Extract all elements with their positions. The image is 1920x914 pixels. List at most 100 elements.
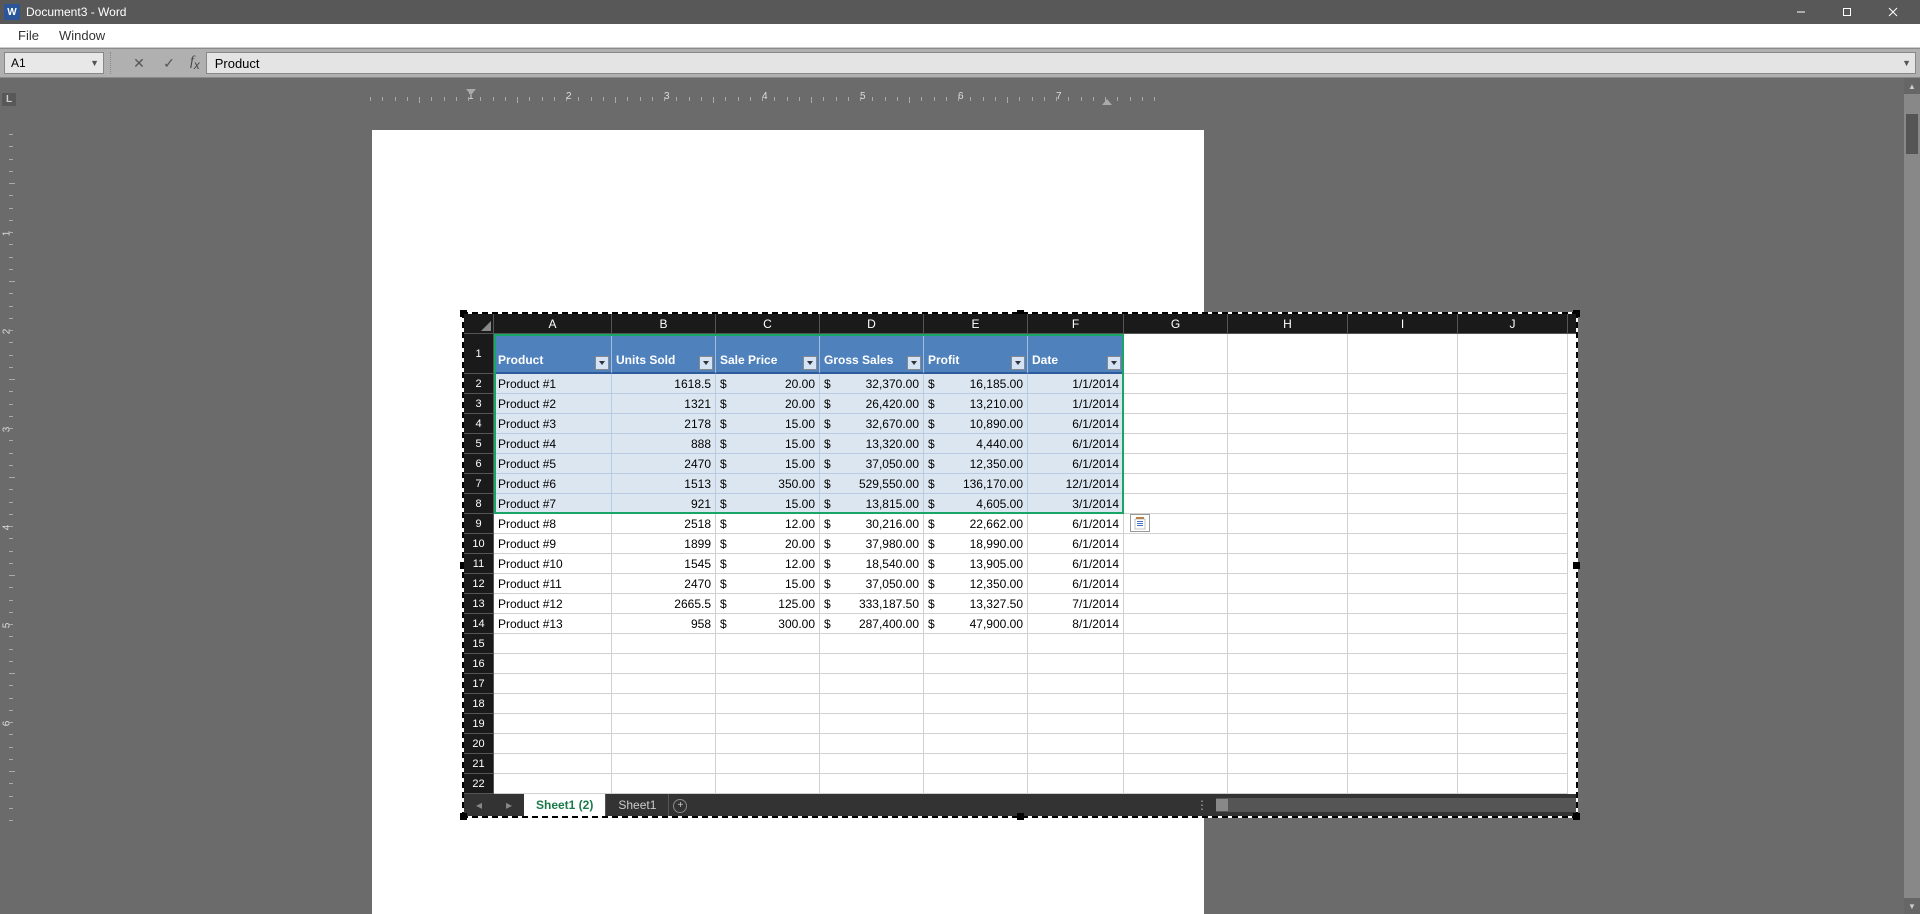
cell[interactable]: 1513 — [612, 474, 716, 494]
row-header[interactable]: 6 — [464, 454, 494, 474]
filter-button[interactable] — [803, 356, 817, 370]
cell[interactable] — [1348, 694, 1458, 714]
cell[interactable] — [1228, 374, 1348, 394]
accept-formula-button[interactable]: ✓ — [154, 55, 184, 72]
cell[interactable]: 1545 — [612, 554, 716, 574]
cell[interactable] — [1458, 614, 1568, 634]
cell[interactable] — [1228, 714, 1348, 734]
scroll-down-icon[interactable]: ▼ — [1904, 898, 1920, 914]
cell[interactable]: $15.00 — [716, 454, 820, 474]
cell[interactable] — [1228, 754, 1348, 774]
cell[interactable] — [1228, 554, 1348, 574]
cell[interactable] — [1124, 654, 1228, 674]
cell[interactable] — [1124, 754, 1228, 774]
cell[interactable] — [1348, 374, 1458, 394]
cell[interactable] — [1458, 334, 1568, 374]
cell[interactable]: Product #7 — [494, 494, 612, 514]
vertical-scrollbar[interactable]: ▲ ▼ — [1904, 78, 1920, 914]
cell[interactable] — [1458, 434, 1568, 454]
cell[interactable]: $32,670.00 — [820, 414, 924, 434]
row-header[interactable]: 14 — [464, 614, 494, 634]
chevron-down-icon[interactable]: ▼ — [1902, 58, 1911, 68]
cell[interactable]: $13,210.00 — [924, 394, 1028, 414]
cell[interactable]: $350.00 — [716, 474, 820, 494]
row-header[interactable]: 20 — [464, 734, 494, 754]
cell[interactable] — [1348, 494, 1458, 514]
cell[interactable] — [1028, 774, 1124, 794]
row-header[interactable]: 5 — [464, 434, 494, 454]
cell[interactable]: Gross Sales — [820, 334, 924, 374]
cell[interactable] — [924, 694, 1028, 714]
scroll-thumb[interactable] — [1906, 114, 1918, 154]
cell[interactable] — [494, 634, 612, 654]
paste-options-button[interactable] — [1130, 514, 1150, 532]
cell[interactable] — [1228, 694, 1348, 714]
cell[interactable] — [1348, 634, 1458, 654]
cell[interactable]: 6/1/2014 — [1028, 454, 1124, 474]
cell[interactable] — [1124, 694, 1228, 714]
cell[interactable]: $26,420.00 — [820, 394, 924, 414]
cell[interactable]: 6/1/2014 — [1028, 414, 1124, 434]
cell[interactable]: $333,187.50 — [820, 594, 924, 614]
cell[interactable]: $15.00 — [716, 574, 820, 594]
cell[interactable] — [924, 674, 1028, 694]
cell[interactable] — [1458, 754, 1568, 774]
cell[interactable] — [1228, 774, 1348, 794]
cell[interactable]: $18,540.00 — [820, 554, 924, 574]
cell[interactable]: Product — [494, 334, 612, 374]
cell[interactable] — [1458, 454, 1568, 474]
row-header[interactable]: 13 — [464, 594, 494, 614]
cell[interactable]: Units Sold — [612, 334, 716, 374]
column-header[interactable]: G — [1124, 314, 1228, 333]
cell[interactable]: 6/1/2014 — [1028, 554, 1124, 574]
cell[interactable]: 8/1/2014 — [1028, 614, 1124, 634]
cell[interactable]: 2665.5 — [612, 594, 716, 614]
cell[interactable] — [494, 714, 612, 734]
cell[interactable]: $32,370.00 — [820, 374, 924, 394]
menu-window[interactable]: Window — [49, 24, 115, 47]
cell[interactable] — [1028, 754, 1124, 774]
cell[interactable] — [1348, 394, 1458, 414]
cell[interactable] — [612, 694, 716, 714]
cell[interactable]: 2178 — [612, 414, 716, 434]
cell[interactable] — [1458, 554, 1568, 574]
column-header[interactable]: I — [1348, 314, 1458, 333]
cell[interactable]: $12,350.00 — [924, 574, 1028, 594]
cell[interactable]: $4,605.00 — [924, 494, 1028, 514]
cell[interactable]: $18,990.00 — [924, 534, 1028, 554]
cell[interactable]: $300.00 — [716, 614, 820, 634]
column-header[interactable]: F — [1028, 314, 1124, 333]
column-header[interactable]: J — [1458, 314, 1568, 333]
cell[interactable]: Date — [1028, 334, 1124, 374]
cell[interactable]: $37,980.00 — [820, 534, 924, 554]
cell[interactable] — [924, 754, 1028, 774]
cell[interactable] — [820, 634, 924, 654]
select-all-corner[interactable] — [464, 314, 494, 333]
cell[interactable]: Product #5 — [494, 454, 612, 474]
cell[interactable] — [612, 714, 716, 734]
cell[interactable]: $30,216.00 — [820, 514, 924, 534]
cell[interactable] — [1228, 414, 1348, 434]
cell[interactable] — [1228, 654, 1348, 674]
cell[interactable] — [494, 654, 612, 674]
cell[interactable] — [612, 754, 716, 774]
column-header[interactable]: H — [1228, 314, 1348, 333]
cell[interactable] — [494, 754, 612, 774]
cancel-formula-button[interactable]: ✕ — [124, 55, 154, 72]
cell[interactable] — [1458, 734, 1568, 754]
cell[interactable] — [1124, 594, 1228, 614]
cell[interactable] — [1124, 414, 1228, 434]
cell[interactable] — [1124, 574, 1228, 594]
cell[interactable] — [716, 754, 820, 774]
cell[interactable] — [1124, 394, 1228, 414]
cell[interactable] — [1124, 734, 1228, 754]
cell[interactable]: $12.00 — [716, 514, 820, 534]
cell[interactable] — [1124, 634, 1228, 654]
cell[interactable]: $47,900.00 — [924, 614, 1028, 634]
row-header[interactable]: 3 — [464, 394, 494, 414]
cell[interactable]: $4,440.00 — [924, 434, 1028, 454]
cell[interactable] — [1228, 494, 1348, 514]
cell[interactable]: $16,185.00 — [924, 374, 1028, 394]
cell[interactable]: Product #1 — [494, 374, 612, 394]
cell[interactable]: $13,327.50 — [924, 594, 1028, 614]
